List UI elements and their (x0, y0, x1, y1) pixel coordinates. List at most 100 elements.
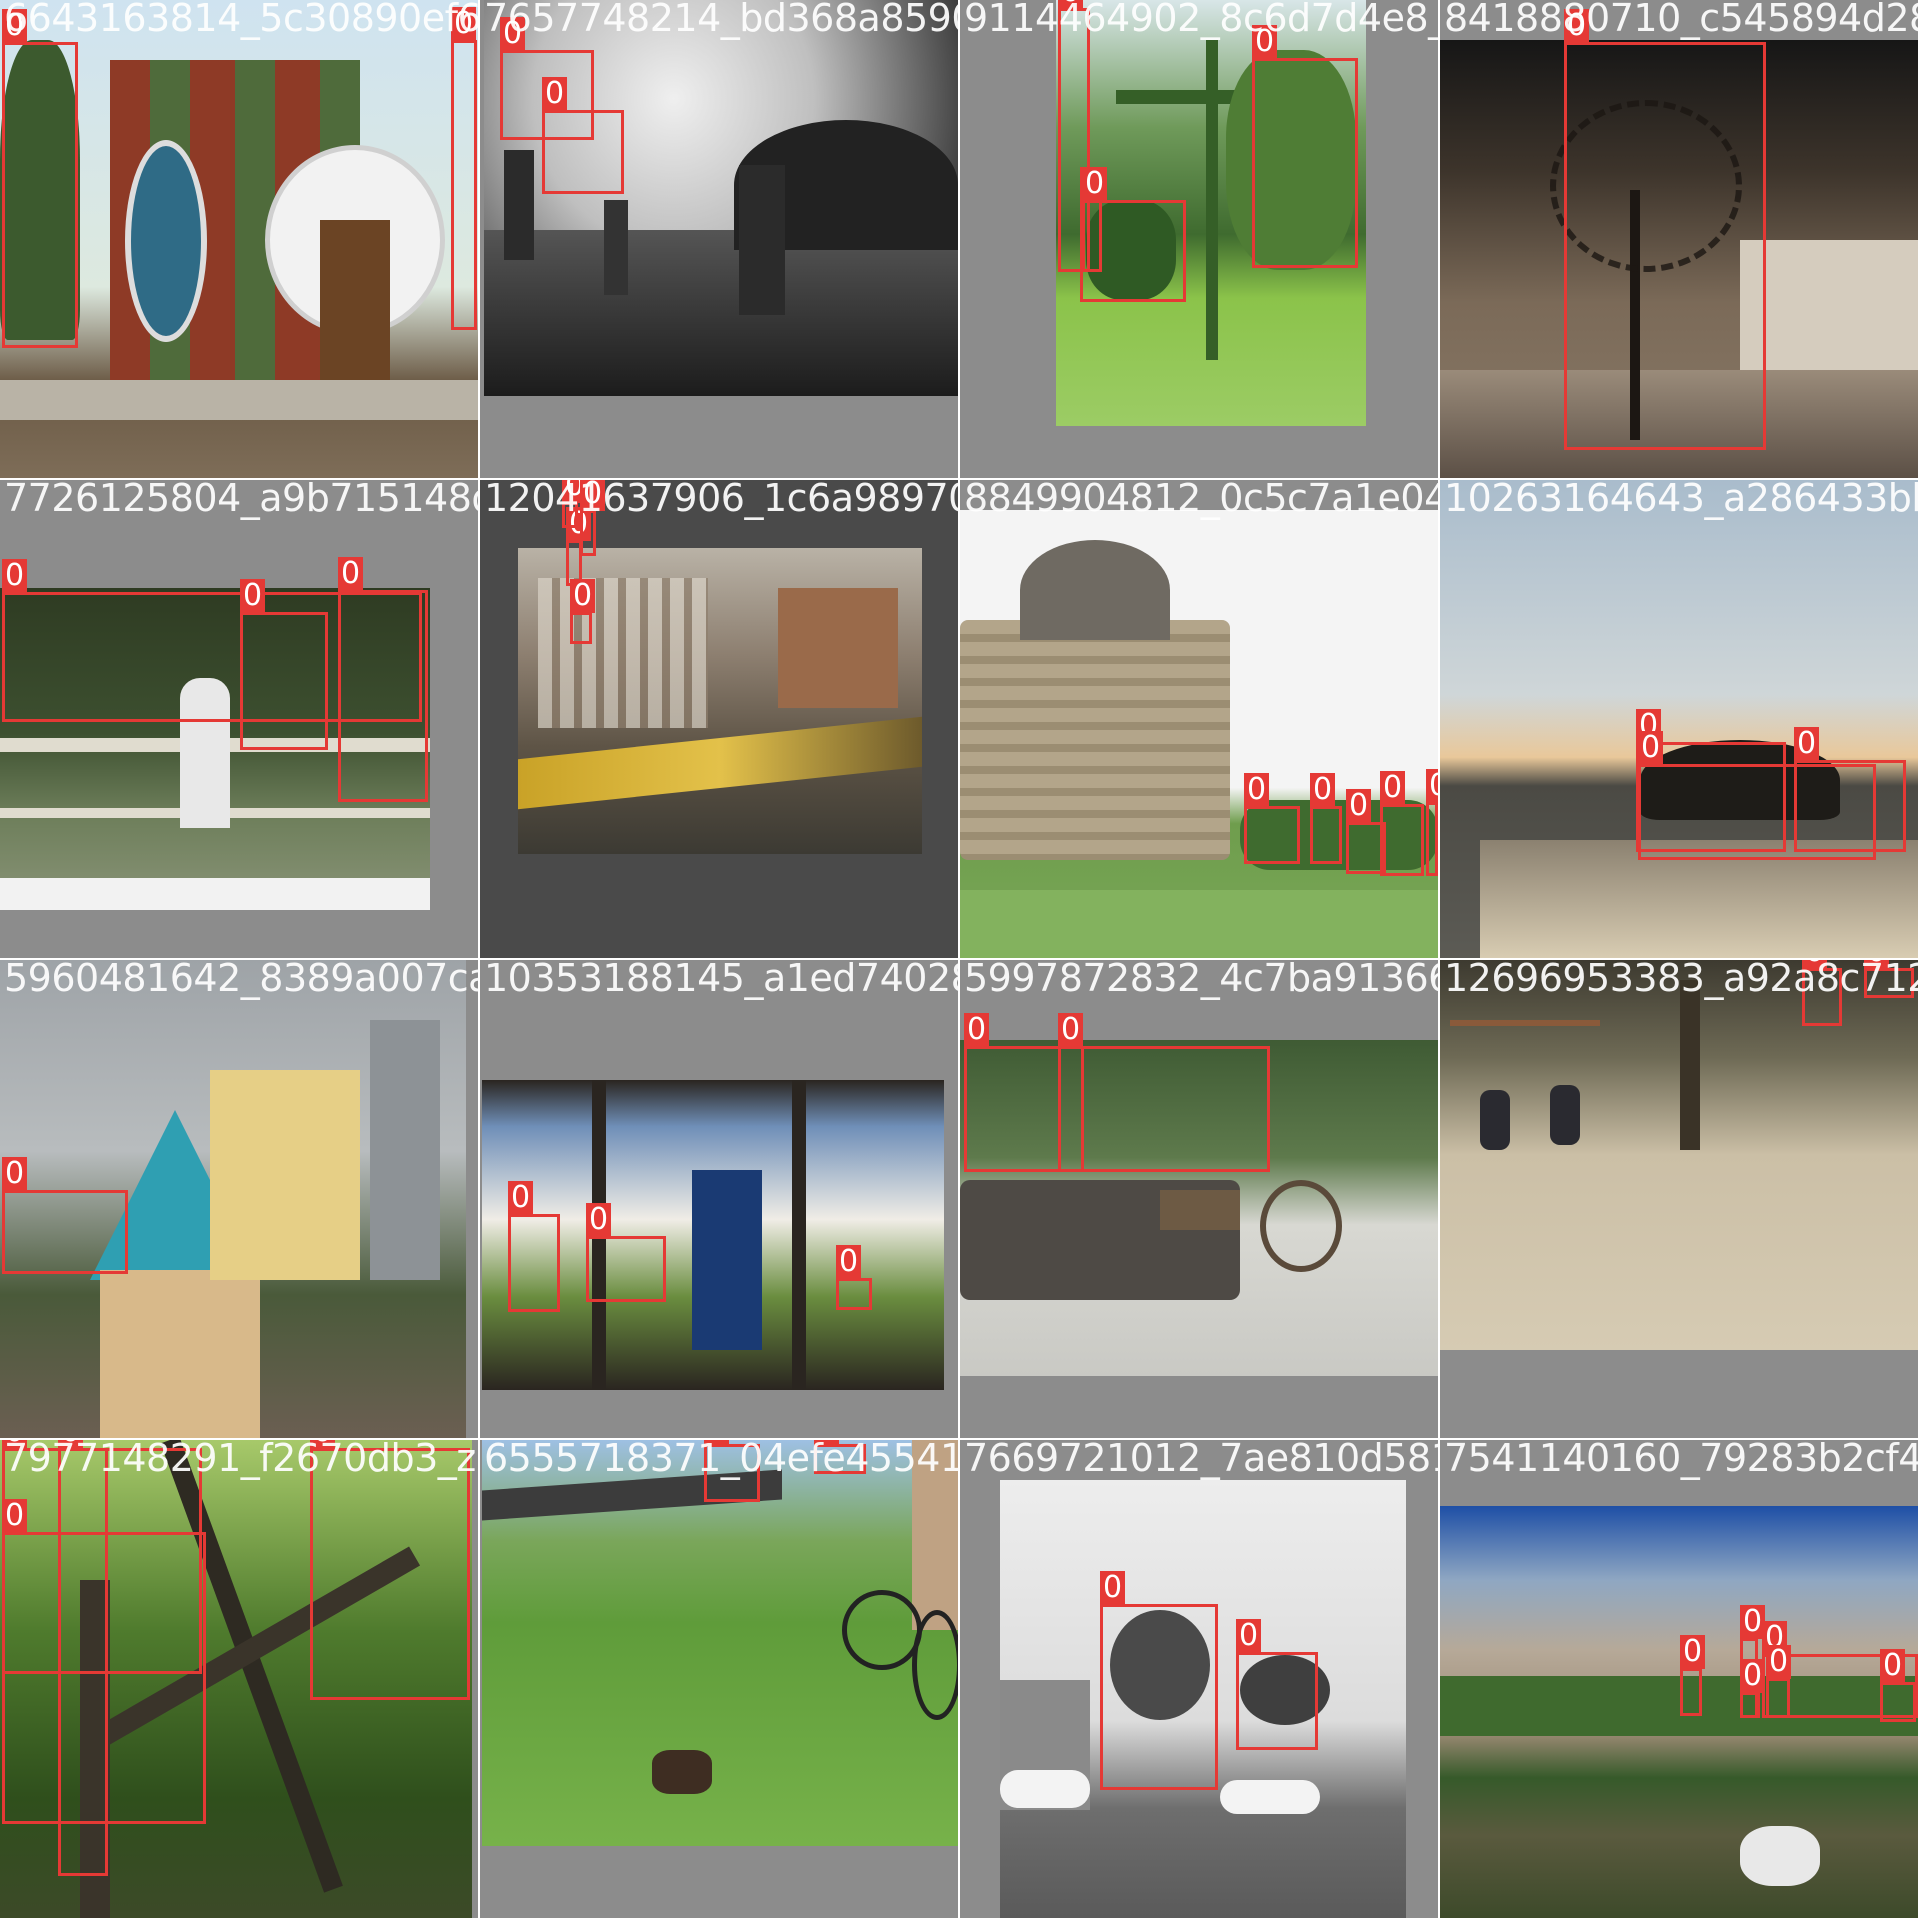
bounding-box: 0 (1252, 25, 1358, 268)
class-label: 0 (1244, 773, 1270, 807)
class-label: 0 (704, 1440, 730, 1445)
filename-label: 7726125804_a9b715148d_z.jpg (4, 480, 478, 520)
filename-label: 6555718371_04efe45541_z.jpg (484, 1440, 958, 1480)
class-label: 0 (1802, 960, 1828, 969)
tile-5[interactable]: 7726125804_a9b715148d_z.jpg 0 0 0 (0, 480, 478, 958)
class-label: 0 (1236, 1619, 1262, 1653)
photo (482, 1440, 958, 1846)
class-label: 0 (58, 1440, 84, 1449)
class-label: 0 (1740, 1659, 1766, 1693)
bounding-box: 0 (508, 1181, 560, 1312)
photo (1440, 480, 1918, 958)
class-label: 0 (1766, 1645, 1792, 1679)
bounding-box: 0 (1082, 167, 1108, 272)
class-label: 0 (2, 1440, 28, 1449)
bounding-box: 0 (1426, 769, 1438, 876)
bounding-box: 0 (1802, 960, 1842, 1026)
tile-1[interactable]: 6643163814_5c30890ef6_0.jpg 0 0 (0, 0, 478, 478)
class-label: 0 (964, 1013, 990, 1047)
filename-label: 10263164643_a286433bb8_z.jpg (1444, 480, 1918, 520)
class-label: 0 (836, 1245, 862, 1279)
class-label: 0 (570, 579, 596, 613)
class-label: 0 (1880, 1649, 1906, 1683)
class-label: 0 (542, 77, 568, 111)
bounding-box: 0 (1380, 771, 1424, 876)
bounding-box: 0 (1638, 731, 1876, 860)
bounding-box: 0 (814, 1440, 866, 1474)
filename-label: 7541140160_79283b2cf4_z.jpg (1444, 1440, 1918, 1480)
class-label: 0 (1638, 731, 1664, 765)
tile-15[interactable]: 7669721012_7ae810d581_z.jpg 0 0 (960, 1440, 1438, 1918)
tile-11[interactable]: 5997872832_4c7ba91366_z.jpg 0 0 (960, 960, 1438, 1438)
class-label: 0 (1564, 9, 1590, 43)
bounding-box: 0 (1880, 1649, 1916, 1722)
filename-label: 9114464902_8c6d7d4e8_z.jpg (964, 0, 1438, 40)
photo (1440, 40, 1918, 478)
filename-label: 7977148291_f2670db3_z.jpg (4, 1440, 478, 1480)
tile-10[interactable]: 10353188145_a1ed740281_z.jpg 0 0 0 (480, 960, 958, 1438)
tile-7[interactable]: 8849904812_0c5c7a1e04_z.jpg 0 0 0 0 0 (960, 480, 1438, 958)
bounding-box: 0 (586, 1203, 666, 1302)
bounding-box: 0 (570, 579, 596, 644)
bounding-box: 0 (1058, 1013, 1270, 1172)
tile-9[interactable]: 5960481642_8389a007ca_z.jpg 0 (0, 960, 478, 1438)
tile-12[interactable]: 12696953383_a92a8c712b_z.jpg 0 0 (1440, 960, 1918, 1438)
filename-label: 8849904812_0c5c7a1e04_z.jpg (964, 480, 1438, 520)
tile-4[interactable]: 8418880710_c545894d28_z.jpg 0 (1440, 0, 1918, 478)
class-label: 0 (1380, 771, 1406, 805)
bounding-box: 0 (1864, 960, 1914, 998)
class-label: 0 (1058, 1013, 1084, 1047)
bounding-box: 0 (2, 9, 78, 348)
bounding-box: 0 (1244, 773, 1300, 864)
filename-label: 8418880710_c545894d28_z.jpg (1444, 0, 1918, 40)
bounding-box: 0 (338, 557, 428, 802)
bounding-box: 0 (451, 7, 477, 330)
class-label: 0 (1058, 0, 1084, 9)
bounding-box: 0 (964, 1013, 1084, 1172)
class-label: 0 (451, 7, 477, 41)
photo (0, 1440, 472, 1918)
photo (484, 0, 958, 396)
class-label: 0 (2, 1499, 28, 1533)
photo (1440, 1506, 1918, 1918)
bounding-box: 0 (1740, 1659, 1766, 1718)
class-label: 0 (1346, 789, 1372, 823)
bounding-box: 0 (704, 1440, 760, 1502)
photo (1056, 0, 1366, 426)
class-label: 0 (586, 1203, 612, 1237)
filename-label: 10353188145_a1ed740281_z.jpg (484, 960, 958, 1000)
class-label: 0 (500, 17, 526, 51)
tile-3[interactable]: 9114464902_8c6d7d4e8_z.jpg 0 0 0 0 (960, 0, 1438, 478)
filename-label: 5997872832_4c7ba91366_z.jpg (964, 960, 1438, 1000)
photo (960, 1040, 1438, 1376)
class-label: 0 (2, 1157, 28, 1191)
tile-14[interactable]: 6555718371_04efe45541_z.jpg 0 0 (480, 1440, 958, 1918)
bounding-box: 0 (1310, 773, 1342, 864)
filename-label: 12696953383_a92a8c712b_z.jpg (1444, 960, 1918, 1000)
tile-6[interactable]: 12041637906_1c6a989703_z.jpg 0 0 0 0 (480, 480, 958, 958)
tile-13[interactable]: 7977148291_f2670db3_z.jpg 0 0 0 0 (0, 1440, 478, 1918)
bounding-box: 0 (1680, 1635, 1706, 1716)
class-label: 0 (1740, 1605, 1766, 1639)
class-label: 0 (1082, 167, 1108, 201)
class-label: 0 (2, 9, 28, 43)
bounding-box: 0 (500, 17, 594, 140)
bounding-box: 0 (240, 579, 328, 750)
class-label: 0 (338, 557, 364, 591)
photo (0, 588, 430, 910)
bounding-box: 0 (1100, 1571, 1218, 1790)
bounding-box: 0 (1346, 789, 1386, 874)
photo (1440, 960, 1918, 1350)
tile-8[interactable]: 10263164643_a286433bb8_z.jpg 0 0 0 (1440, 480, 1918, 958)
tile-16[interactable]: 7541140160_79283b2cf4_z.jpg 0 0 0 0 0 0 (1440, 1440, 1918, 1918)
photo (960, 510, 1438, 958)
bounding-box: 0 (1564, 9, 1766, 450)
bounding-box: 0 (2, 559, 422, 722)
class-label: 0 (814, 1440, 840, 1445)
class-label: 0 (1252, 25, 1278, 59)
filename-label: 6643163814_5c30890ef6_0.jpg (4, 0, 478, 40)
filename-label: 12041637906_1c6a989703_z.jpg (484, 480, 958, 520)
class-label: 0 (508, 1181, 534, 1215)
